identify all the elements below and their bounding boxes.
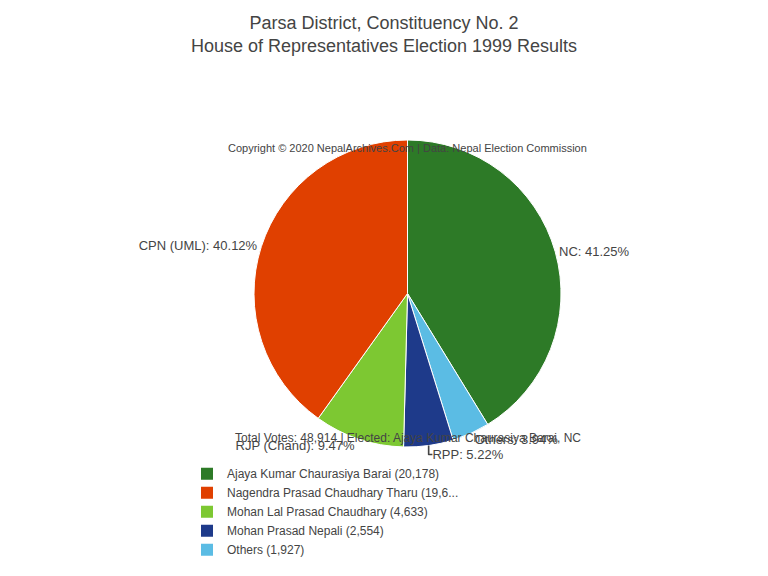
svg-text:RJP (Chand): 9.47%: RJP (Chand): 9.47% [236, 438, 355, 453]
svg-text:Ajaya Kumar Chaurasiya Barai (: Ajaya Kumar Chaurasiya Barai (20,178) [227, 467, 439, 481]
svg-text:Copyright © 2020 NepalArchives: Copyright © 2020 NepalArchives.Com | Dat… [228, 142, 587, 154]
svg-text:Mohan Lal Prasad Chaudhary (4,: Mohan Lal Prasad Chaudhary (4,633) [227, 505, 428, 519]
svg-text:RPP: 5.22%: RPP: 5.22% [432, 447, 504, 462]
svg-text:Others (1,927): Others (1,927) [227, 543, 304, 557]
svg-text:Nagendra Prasad Chaudhary Thar: Nagendra Prasad Chaudhary Tharu (19,6... [227, 486, 458, 500]
svg-text:Total Votes: 48,914 | Elected:: Total Votes: 48,914 | Elected: Ajaya Kum… [235, 431, 581, 445]
svg-text:Parsa District, Constituency N: Parsa District, Constituency No. 2House … [191, 13, 577, 56]
svg-text:NC: 41.25%: NC: 41.25% [559, 244, 630, 259]
svg-text:Mohan Prasad Nepali (2,554): Mohan Prasad Nepali (2,554) [227, 524, 384, 538]
svg-text:Others: 3.94%: Others: 3.94% [475, 432, 559, 447]
svg-text:CPN (UML): 40.12%: CPN (UML): 40.12% [139, 238, 258, 253]
